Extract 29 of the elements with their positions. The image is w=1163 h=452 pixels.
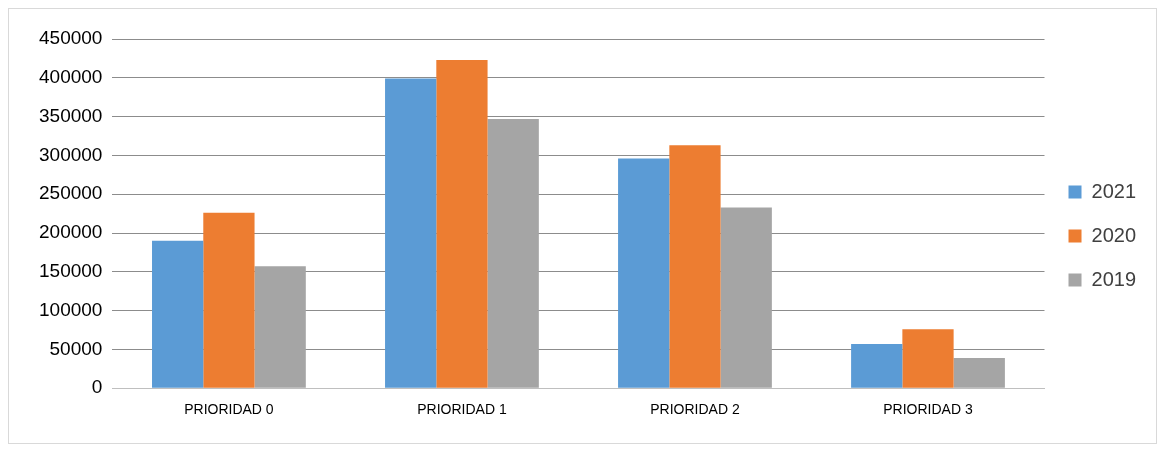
legend-label: 2021 [1091, 179, 1137, 202]
bar [851, 343, 903, 388]
y-tick-label: 450000 [39, 27, 103, 49]
x-tick-label: PRIORIDAD 1 [417, 401, 507, 418]
y-tick-label: 0 [91, 376, 103, 398]
bar [720, 207, 772, 388]
y-tick-label: 300000 [39, 143, 103, 165]
y-tick-label: 250000 [39, 182, 103, 204]
bar [254, 266, 306, 388]
bar [618, 158, 670, 388]
bar [487, 118, 539, 388]
legend-label: 2020 [1091, 223, 1137, 246]
y-tick-label: 150000 [39, 260, 103, 282]
y-tick-label: 50000 [49, 337, 103, 359]
y-tick-label: 200000 [39, 221, 103, 243]
y-tick-label: 400000 [39, 66, 103, 88]
bar [385, 78, 437, 388]
bar [669, 145, 721, 388]
bar [953, 357, 1005, 388]
bar [203, 212, 255, 388]
y-tick-label: 350000 [39, 104, 103, 126]
x-tick-label: PRIORIDAD 0 [184, 401, 274, 418]
x-tick-label: PRIORIDAD 3 [883, 401, 973, 418]
y-tick-label: 100000 [39, 298, 103, 320]
x-tick-label: PRIORIDAD 2 [650, 401, 740, 418]
legend-label: 2019 [1091, 267, 1137, 290]
bar [436, 59, 488, 388]
bar [902, 329, 954, 388]
bar [152, 240, 204, 388]
